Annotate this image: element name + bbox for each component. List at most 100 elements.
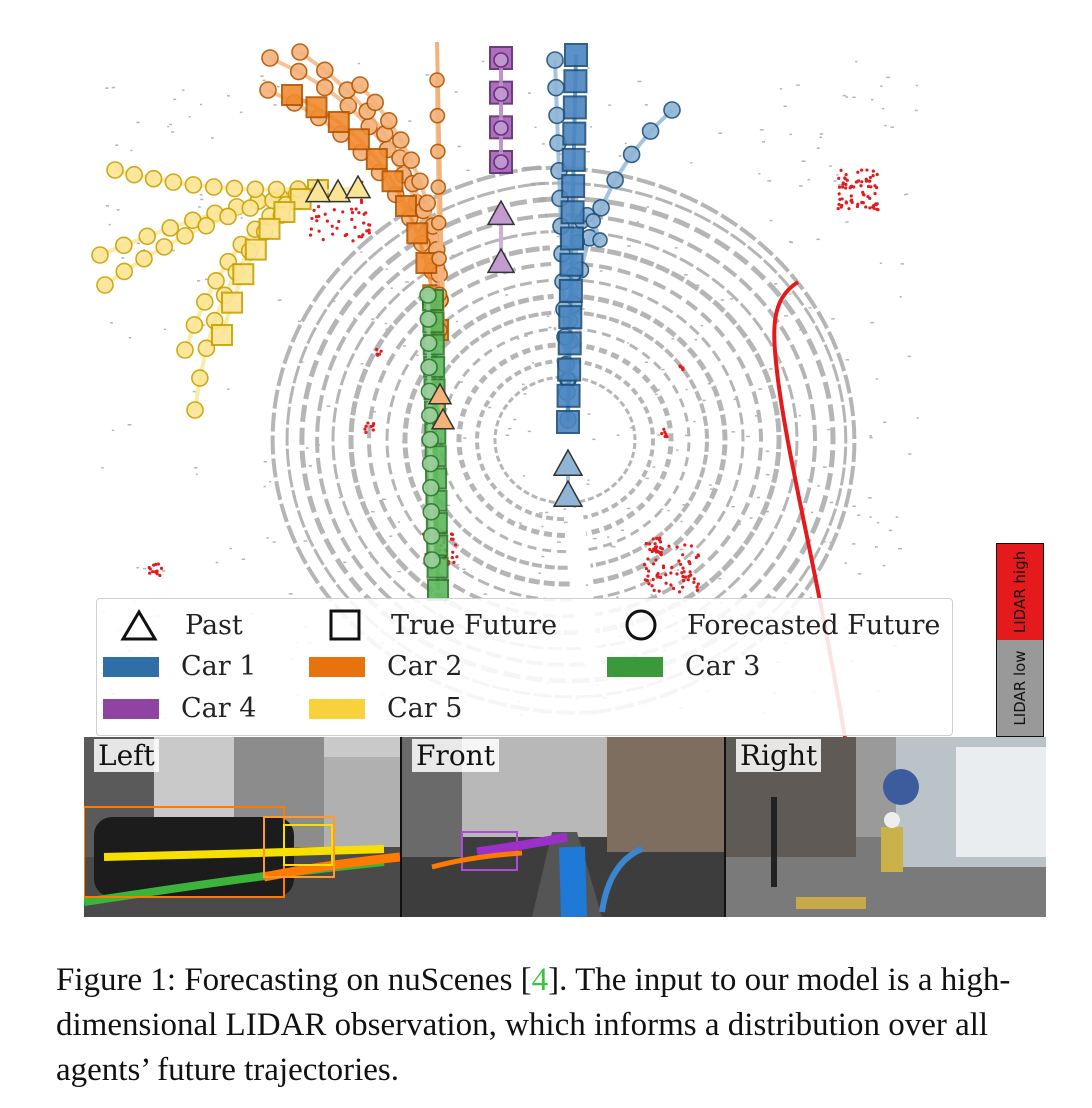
- lidar-point: [128, 337, 132, 339]
- lidar-point: [652, 466, 656, 468]
- lidar-high-point: [670, 565, 674, 569]
- lidar-point: [352, 317, 356, 320]
- lidar-point: [518, 522, 522, 524]
- lidar-high-point: [864, 177, 868, 181]
- car-1-true-future-point: [559, 252, 584, 277]
- lidar-high-point: [652, 588, 656, 592]
- car-1-forecast-point: [548, 106, 566, 125]
- lidar-high-point: [451, 550, 455, 554]
- legend-car-3-label: Car 3: [685, 651, 761, 682]
- lidar-point: [823, 541, 826, 543]
- car-4-forecast-point: [493, 120, 509, 136]
- lidar-high-point: [841, 185, 845, 189]
- lidar-high-point: [354, 207, 358, 211]
- lidar-high-point: [692, 580, 696, 584]
- lidar-point: [810, 511, 814, 514]
- lidar-high-point: [362, 221, 366, 225]
- lidar-high-point: [644, 566, 648, 571]
- lidar-point: [299, 361, 304, 363]
- lidar-high-point: [371, 423, 375, 428]
- car-2-forecast-point: [429, 72, 445, 88]
- lidar-point: [517, 338, 520, 340]
- lidar-point: [414, 389, 418, 392]
- caption-citation[interactable]: 4: [531, 962, 549, 998]
- lidar-point: [521, 383, 525, 386]
- lidar-high-point: [337, 219, 341, 224]
- lidar-high-point: [844, 186, 848, 190]
- lidar-ring: [367, 262, 575, 619]
- lidar-high-point: [871, 174, 875, 178]
- lidar-high-point: [861, 192, 865, 196]
- car-4-forecast-point: [493, 154, 509, 170]
- lidar-high-point: [366, 421, 370, 425]
- lidar-high-point: [644, 541, 648, 546]
- lidar-point: [587, 413, 591, 415]
- car-4-past-point: [486, 247, 516, 274]
- lidar-point: [483, 593, 488, 595]
- lidar-point: [108, 223, 111, 226]
- lidar-point: [455, 320, 459, 323]
- car-2-true-future-point: [305, 96, 328, 119]
- lidar-ring: [573, 359, 655, 520]
- lidar-point: [200, 198, 204, 201]
- lidar-point: [914, 109, 918, 112]
- lidar-point: [541, 555, 545, 558]
- lidar-high-point: [330, 224, 334, 228]
- colorbar-high-label: LIDAR high: [1011, 550, 1029, 634]
- lidar-point: [227, 388, 230, 390]
- lidar-point: [193, 467, 198, 469]
- lidar-point: [382, 498, 387, 501]
- lidar-point: [707, 382, 712, 385]
- car-1-true-future-point: [560, 226, 584, 251]
- car-1-true-future-point: [561, 174, 586, 199]
- lidar-point: [308, 387, 311, 390]
- car-2-forecast-point: [379, 112, 398, 130]
- lidar-high-point: [683, 543, 687, 547]
- legend: Past True Future Forecasted Future Car 1…: [96, 598, 953, 736]
- lidar-high-point: [654, 545, 659, 549]
- lidar-high-point: [153, 570, 157, 574]
- lidar-high-point: [839, 168, 843, 172]
- lidar-point: [801, 160, 806, 162]
- lidar-point: [587, 479, 590, 481]
- lidar-high-point: [330, 232, 335, 236]
- lidar-point: [685, 434, 689, 437]
- car-5-forecast-point: [186, 401, 204, 419]
- lidar-high-point: [875, 207, 879, 211]
- lidar-high-point: [654, 558, 658, 562]
- lidar-point: [831, 318, 835, 320]
- lidar-point: [900, 263, 905, 265]
- car-5-forecast-point: [196, 293, 214, 311]
- lidar-high-point: [849, 199, 853, 203]
- building: [607, 737, 724, 852]
- lidar-point: [401, 440, 405, 443]
- lidar-point: [799, 329, 802, 331]
- lidar-point: [784, 315, 788, 317]
- lidar-point: [868, 497, 872, 499]
- car-5-forecast-point: [135, 249, 153, 268]
- lidar-point: [406, 306, 409, 309]
- car-5-forecast-point: [138, 227, 156, 246]
- lidar-point: [332, 300, 336, 303]
- lidar-point: [390, 287, 393, 289]
- lidar-ring: [551, 229, 799, 649]
- lidar-high-point: [866, 195, 870, 199]
- car-5-true-future-point: [221, 291, 244, 314]
- lidar-point: [110, 322, 113, 324]
- lidar-high-point: [836, 207, 840, 211]
- lidar-point: [852, 505, 856, 507]
- lidar-point: [408, 120, 412, 122]
- lidar-point: [599, 270, 603, 272]
- lidar-high-point: [364, 430, 368, 435]
- lidar-point: [539, 329, 544, 332]
- lidar-point: [737, 523, 741, 526]
- car-1-true-future-point: [562, 121, 587, 146]
- lidar-point: [163, 328, 167, 330]
- lidar-point: [871, 98, 874, 101]
- lidar-point: [869, 516, 872, 518]
- legend-car-1-label: Car 1: [181, 651, 257, 682]
- lidar-point: [197, 280, 201, 282]
- lidar-point: [507, 427, 512, 430]
- lidar-point: [462, 568, 466, 570]
- car-5-forecast-point: [176, 341, 194, 359]
